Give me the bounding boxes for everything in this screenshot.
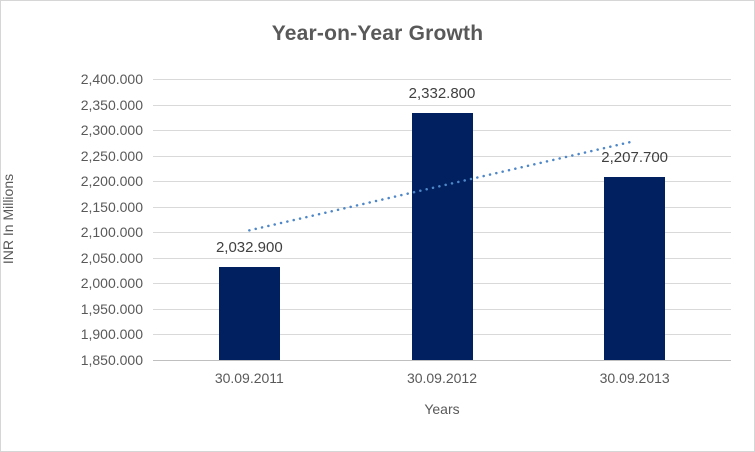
y-tick-label: 2,400.000 [80, 71, 143, 87]
x-axis-title: Years [424, 401, 460, 417]
bar-30.09.2013 [604, 177, 666, 360]
y-tick-label: 2,050.000 [80, 250, 143, 266]
y-tick-label: 1,850.000 [80, 352, 143, 368]
bar-30.09.2011 [218, 266, 280, 360]
y-tick-label: 2,100.000 [80, 224, 143, 240]
x-tick-label: 30.09.2012 [406, 370, 478, 386]
y-tick-label: 2,300.000 [80, 122, 143, 138]
bar-value-label: 2,207.700 [601, 149, 669, 167]
bar-value-label: 2,332.800 [408, 85, 476, 103]
x-tick-label: 30.09.2013 [599, 370, 670, 386]
gridline [153, 79, 731, 80]
y-tick-label: 1,900.000 [80, 326, 143, 342]
x-axis-line [153, 360, 731, 361]
y-tick-label: 2,000.000 [80, 275, 143, 291]
chart-title: Year-on-Year Growth [271, 22, 484, 45]
y-tick-label: 2,150.000 [80, 199, 143, 215]
bar-30.09.2012 [411, 113, 473, 360]
y-tick-label: 1,950.000 [80, 301, 143, 317]
gridline [153, 105, 731, 106]
x-tick-label: 30.09.2011 [214, 370, 284, 386]
y-tick-label: 2,250.000 [80, 148, 143, 164]
bar-value-label: 2,032.900 [215, 238, 283, 256]
y-tick-label: 2,200.000 [80, 173, 143, 189]
y-tick-label: 2,350.000 [80, 97, 143, 113]
